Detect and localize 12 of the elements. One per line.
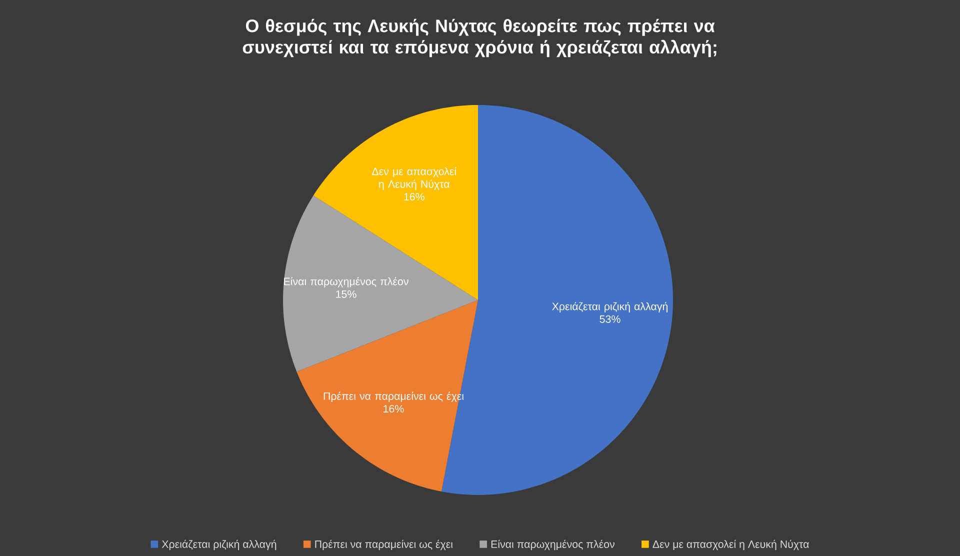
data-label: 15% [336, 290, 356, 298]
legend-label: Δεν με απασχολεί η Λευκή Νύχτα [652, 540, 809, 550]
data-label: 16% [384, 405, 404, 413]
data-label: 53% [600, 315, 620, 323]
legend-label: Χρειάζεται ριζική αλλαγή [162, 540, 276, 550]
slice-label: Χρειάζεται ριζική αλλαγή [552, 302, 668, 312]
legend-label: Είναι παρωχημένος πλέον [491, 540, 614, 550]
slice-label: Δεν με απασχολεί η Λευκή Νύχτα [372, 167, 456, 190]
chart-title: Ο θεσμός της Λευκής Νύχτας θεωρείτε πως πρέπει να συνεχιστεί και τα επόμενα χρόνια ή χρειάζεται αλλαγή; [242, 18, 716, 58]
legend-label: Πρέπει να παραμείνει ως έχει [315, 540, 453, 550]
slice-label: Είναι παρωχημένος πλέον [284, 277, 408, 288]
data-label: 16% [404, 192, 424, 201]
